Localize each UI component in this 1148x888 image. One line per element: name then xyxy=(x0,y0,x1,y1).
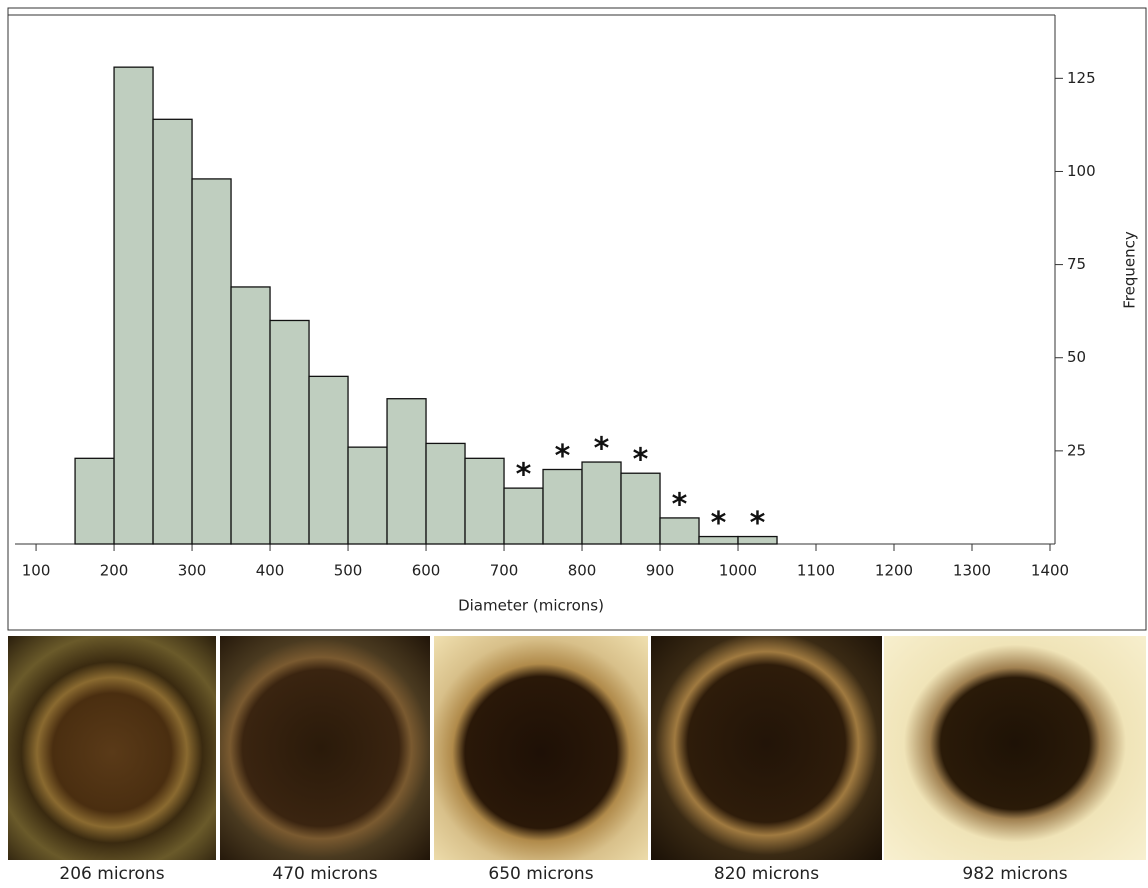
photo xyxy=(884,636,1146,860)
x-tick-label: 700 xyxy=(490,562,519,580)
bar xyxy=(659,517,700,545)
photo-caption: 982 microns xyxy=(962,864,1068,884)
y-tick-label: 100 xyxy=(1067,162,1096,180)
x-tick-label: 1000 xyxy=(719,562,757,580)
bar xyxy=(308,375,349,545)
bar-label: * xyxy=(555,439,571,474)
bar xyxy=(347,446,388,545)
bar xyxy=(581,461,622,545)
bar xyxy=(620,472,661,545)
frame xyxy=(7,7,1147,631)
bar xyxy=(464,457,505,545)
bar xyxy=(191,178,232,545)
bar xyxy=(386,398,427,545)
y-tick-label: 75 xyxy=(1067,255,1086,273)
photo-caption: 206 microns xyxy=(59,864,165,884)
x-tick-label: 1400 xyxy=(1031,562,1069,580)
x-axis-label: Diameter (microns) xyxy=(458,597,604,615)
bar xyxy=(152,118,193,545)
bar-label: * xyxy=(516,458,532,493)
x-tick-label: 900 xyxy=(646,562,675,580)
y-tick-label: 50 xyxy=(1067,348,1086,366)
bar xyxy=(425,442,466,545)
x-tick-label: 600 xyxy=(412,562,441,580)
x-tick-label: 200 xyxy=(100,562,129,580)
bar-label: * xyxy=(633,443,649,478)
bar-label: * xyxy=(672,487,688,522)
bar-label: * xyxy=(750,506,766,541)
photo-caption: 820 microns xyxy=(713,864,820,884)
photo xyxy=(8,636,216,860)
bar xyxy=(269,319,310,545)
x-tick-label: 1300 xyxy=(953,562,991,580)
bar-label: * xyxy=(711,506,727,541)
photo xyxy=(651,636,882,860)
bar xyxy=(737,535,778,545)
chart: Diameter (microns) Frequency 100 200 300 40… xyxy=(7,7,1147,631)
bar xyxy=(230,286,271,545)
y-tick-label: 125 xyxy=(1067,69,1096,87)
bar-label: * xyxy=(594,432,610,467)
bar xyxy=(74,457,115,545)
bar xyxy=(113,66,154,545)
photo-caption: 470 microns xyxy=(272,864,378,884)
photo-caption: 650 microns xyxy=(488,864,594,884)
photo xyxy=(434,636,648,860)
y-tick-label: 25 xyxy=(1067,441,1086,459)
x-tick-label: 400 xyxy=(256,562,285,580)
x-tick-label: 800 xyxy=(568,562,597,580)
bar xyxy=(542,468,583,545)
bar xyxy=(503,487,544,545)
x-tick-label: 1200 xyxy=(875,562,913,580)
photo xyxy=(220,636,430,860)
x-tick-label: 300 xyxy=(178,562,207,580)
x-tick-label: 1100 xyxy=(797,562,835,580)
x-tick-label: 100 xyxy=(22,562,51,580)
y-axis-label: Frequency xyxy=(1121,231,1139,309)
x-tick-label: 500 xyxy=(334,562,363,580)
